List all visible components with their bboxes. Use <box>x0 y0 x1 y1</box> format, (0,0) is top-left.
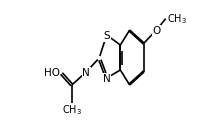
Text: CH$_3$: CH$_3$ <box>167 12 187 26</box>
Text: N: N <box>103 74 111 84</box>
Text: N: N <box>82 68 90 78</box>
Text: CH$_3$: CH$_3$ <box>62 103 82 117</box>
Text: HO: HO <box>44 68 60 78</box>
Text: S: S <box>103 31 110 41</box>
Text: O: O <box>152 26 161 36</box>
